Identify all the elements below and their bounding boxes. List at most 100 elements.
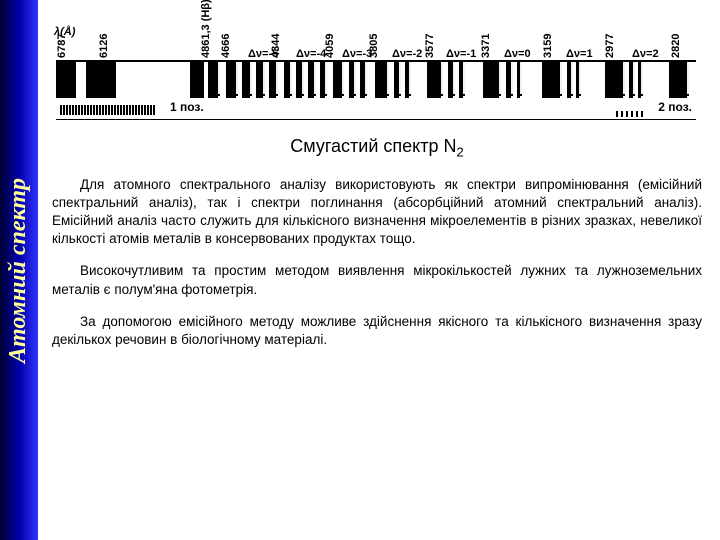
ruler-tick xyxy=(90,105,92,115)
spectrum-line xyxy=(86,62,116,98)
spectrum-line xyxy=(242,62,250,98)
ruler-tick xyxy=(636,111,638,117)
spectrum-line xyxy=(689,62,696,98)
ruler-tick xyxy=(111,105,113,115)
spectrum-line xyxy=(284,62,290,98)
ruler-tick xyxy=(132,105,134,115)
ruler-tick xyxy=(631,111,633,117)
spectrum-line xyxy=(576,62,579,98)
ruler-tick xyxy=(60,105,62,115)
ruler-tick xyxy=(144,105,146,115)
spectrum-line xyxy=(76,62,86,98)
dv-label: Δν=-1 xyxy=(446,48,476,60)
spectrum-line xyxy=(567,62,571,98)
ruler-tick xyxy=(641,111,643,117)
ruler-row: 1 поз. 2 поз. xyxy=(56,98,696,118)
ruler-tick xyxy=(99,105,101,115)
spectrum-line xyxy=(296,62,302,98)
ruler-tick xyxy=(81,105,83,115)
spectrum-line xyxy=(629,62,633,98)
spectrum-line xyxy=(349,62,354,98)
spectrum-band xyxy=(56,60,696,96)
ruler-tick xyxy=(141,105,143,115)
spectrum-line xyxy=(643,62,669,98)
spectrum-labels: λ(Å) 678761264861,3 (Hβ)4666434440593805… xyxy=(56,14,696,60)
spectrum-line xyxy=(542,62,560,98)
spectrum-line xyxy=(506,62,511,98)
ruler-tick xyxy=(150,105,152,115)
pos2-label: 2 поз. xyxy=(658,100,692,114)
ruler-tick xyxy=(123,105,125,115)
spectrum-line xyxy=(367,62,375,98)
ruler-tick xyxy=(69,105,71,115)
sidebar: Атомний спектр xyxy=(0,0,38,540)
ruler-tick xyxy=(129,105,131,115)
ruler-tick xyxy=(621,111,623,117)
ruler-tick xyxy=(78,105,80,115)
figure-caption: Смугастий спектр N2 xyxy=(52,136,702,160)
ruler-tick xyxy=(108,105,110,115)
spectrum-line xyxy=(638,62,641,98)
spectrum-line xyxy=(56,62,76,98)
ruler-tick xyxy=(147,105,149,115)
dv-label: Δν=1 xyxy=(566,48,593,60)
spectrum-line xyxy=(360,62,365,98)
wavelength-label: 4861,3 (Hβ) xyxy=(200,0,212,58)
spectrum-line xyxy=(256,62,263,98)
spectrum-line xyxy=(448,62,453,98)
spectrum-line xyxy=(427,62,441,98)
spectrum-line xyxy=(226,62,236,98)
ruler-tick xyxy=(87,105,89,115)
dv-label: Δν=-5 xyxy=(248,48,278,60)
wavelength-label: 6126 xyxy=(98,34,110,58)
spectrum-line xyxy=(405,62,409,98)
dv-label: Δν=-3 xyxy=(342,48,372,60)
ruler-tick xyxy=(126,105,128,115)
ruler-tick xyxy=(72,105,74,115)
spectrum-line xyxy=(269,62,276,98)
dv-label: Δν=0 xyxy=(504,48,531,60)
ruler-tick xyxy=(120,105,122,115)
dv-label: Δν=-4 xyxy=(296,48,326,60)
spectrum-line xyxy=(116,62,190,98)
pos1-label: 1 поз. xyxy=(170,100,204,114)
spectrum-line xyxy=(208,62,218,98)
spectrum-line xyxy=(459,62,463,98)
content-area: λ(Å) 678761264861,3 (Hβ)4666434440593805… xyxy=(38,0,720,371)
ruler-tick xyxy=(114,105,116,115)
spectrum-line xyxy=(320,62,325,98)
wavelength-label: 3371 xyxy=(480,34,492,58)
spectrum-line xyxy=(483,62,499,98)
ruler-tick xyxy=(105,105,107,115)
spectrum-line xyxy=(375,62,387,98)
ruler-tick xyxy=(75,105,77,115)
paragraph-2: Високочутливим та простим методом виявле… xyxy=(52,262,702,298)
wavelength-label: 4666 xyxy=(220,34,232,58)
spectrum-line xyxy=(581,62,605,98)
caption-sub: 2 xyxy=(456,145,463,160)
caption-text: Смугастий спектр N xyxy=(290,136,456,156)
ruler-tick xyxy=(93,105,95,115)
wavelength-label: 3159 xyxy=(542,34,554,58)
ruler-tick xyxy=(153,105,155,115)
spectrum-line xyxy=(190,62,204,98)
spectrum-line xyxy=(522,62,542,98)
spectrum-line xyxy=(605,62,623,98)
dv-label: Δν=2 xyxy=(632,48,659,60)
ruler-tick xyxy=(138,105,140,115)
spectrum-line xyxy=(465,62,483,98)
ruler-tick xyxy=(117,105,119,115)
wavelength-label: 2820 xyxy=(670,34,682,58)
spectrum-line xyxy=(308,62,314,98)
ruler-tick xyxy=(102,105,104,115)
ruler-tick xyxy=(626,111,628,117)
spectrum-line xyxy=(411,62,427,98)
spectrum-line xyxy=(517,62,520,98)
ruler-tick xyxy=(63,105,65,115)
paragraph-3: За допомогою емісійного методу можливе з… xyxy=(52,313,702,349)
spectrum-line xyxy=(394,62,399,98)
ruler-tick xyxy=(96,105,98,115)
dv-label: Δν=-2 xyxy=(392,48,422,60)
wavelength-label: 2977 xyxy=(604,34,616,58)
wavelength-label: 6787 xyxy=(56,34,68,58)
